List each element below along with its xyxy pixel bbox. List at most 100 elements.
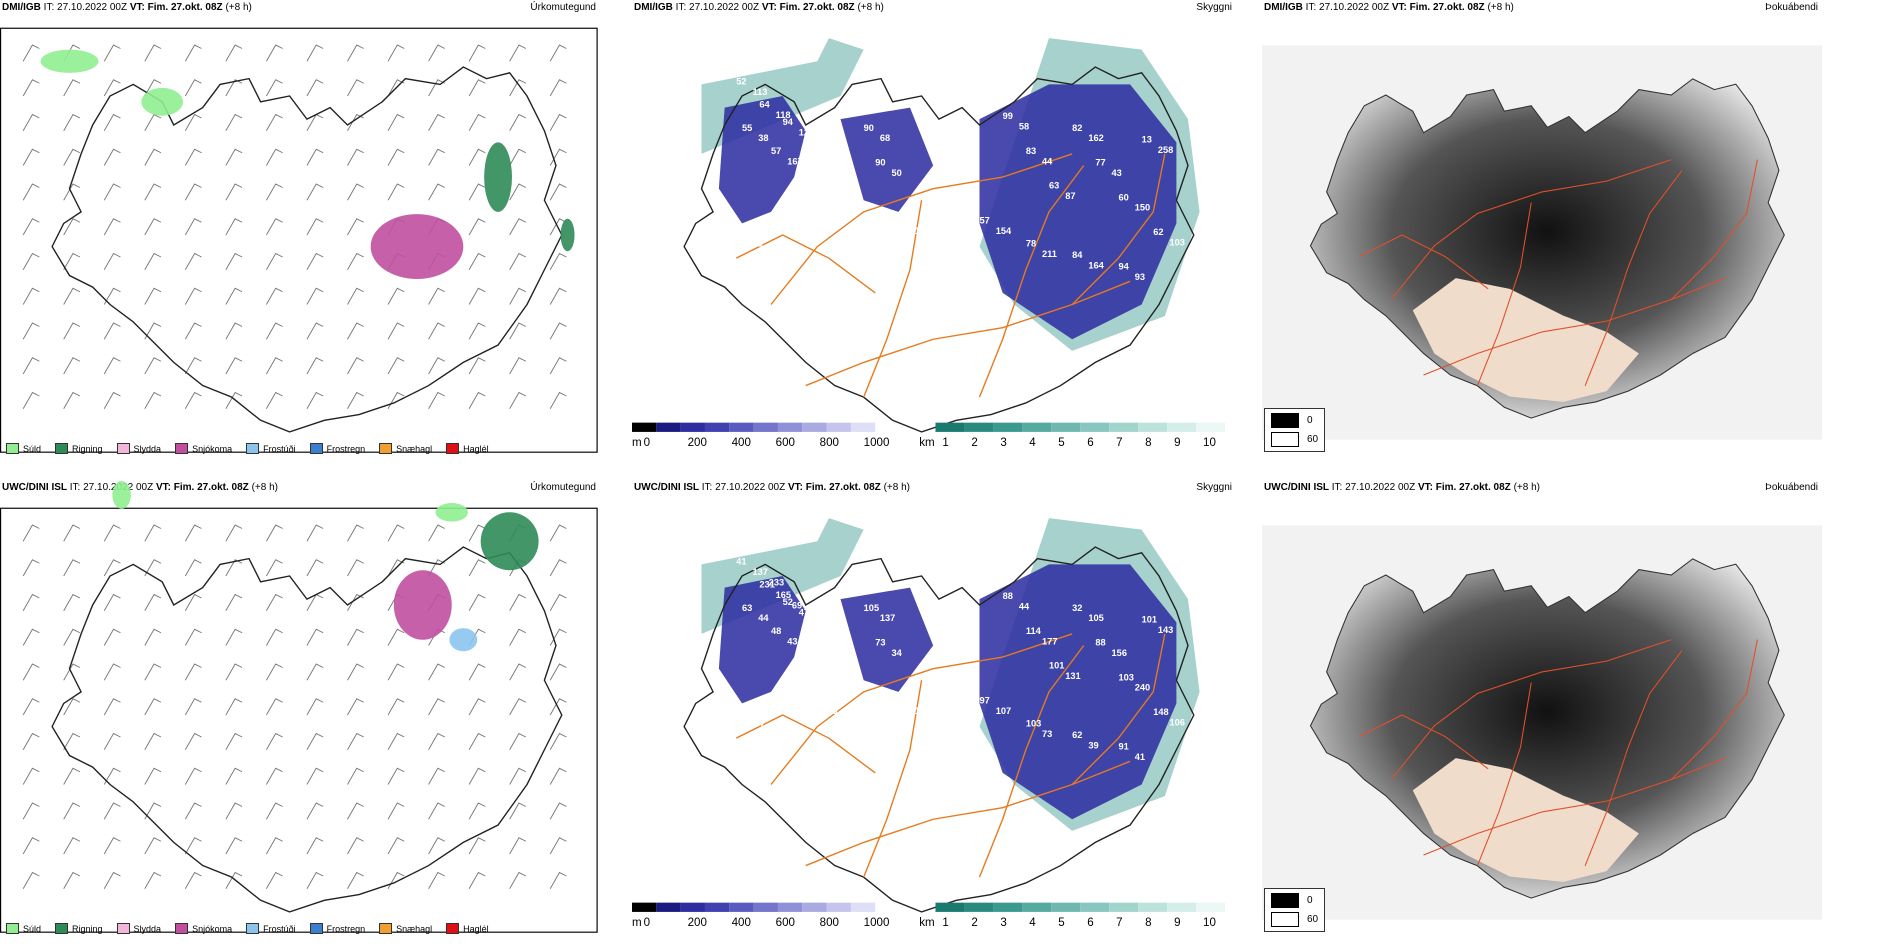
fog-legend-item: 0 [1271, 893, 1318, 908]
wind-barb [103, 218, 121, 236]
snow-depth-label: 13 [1142, 134, 1152, 144]
road-line [1390, 639, 1672, 780]
wind-barb [549, 357, 567, 375]
wind-barb [103, 767, 121, 785]
snow-depth-label: 94 [1118, 262, 1129, 272]
wind-barb [387, 663, 405, 681]
visibility-scale-cell [1167, 902, 1197, 912]
height-scale-tick: 400 [732, 437, 751, 449]
wind-barb [63, 287, 81, 305]
panel-title: Úrkomutegund [530, 2, 596, 13]
visibility-scale-tick: 8 [1145, 437, 1151, 449]
precip-region [449, 628, 478, 652]
height-scale-tick: 0 [644, 917, 650, 929]
wind-barb [22, 252, 40, 270]
wind-barb [184, 871, 202, 889]
road-line [1423, 277, 1726, 376]
wind-barb [103, 287, 121, 305]
fog-legend-swatch [1271, 912, 1299, 927]
wind-barb [184, 113, 202, 131]
wind-barb [266, 593, 283, 611]
snow-depth-label: 57 [771, 146, 781, 156]
wind-barb [63, 559, 81, 577]
wind-barb [144, 593, 162, 611]
wind-barb [306, 698, 324, 716]
wind-barb [306, 113, 324, 131]
fog-legend-label: 60 [1307, 914, 1319, 925]
wind-barb [225, 357, 243, 375]
wind-barb [266, 559, 283, 577]
wind-barb [266, 287, 283, 305]
wind-barb [549, 559, 567, 577]
fog-legend-label: 0 [1307, 415, 1313, 426]
visibility-scale-tick: 5 [1058, 437, 1064, 449]
wind-barb [428, 871, 445, 889]
wind-barb [184, 802, 202, 820]
snow-depth-label: 82 [1072, 123, 1082, 133]
visibility-scale-tick: 10 [1203, 917, 1216, 929]
snow-depth-label: 59 [933, 672, 943, 682]
wind-barb [22, 218, 40, 236]
snow-depth-label: 164 [1088, 261, 1104, 271]
wind-barb [225, 113, 243, 131]
wind-barb [306, 663, 324, 681]
panel-title: Skyggni [1196, 482, 1232, 493]
legend-item: Frostúði [246, 923, 296, 934]
wind-barb [22, 837, 40, 855]
wind-barb [103, 837, 121, 855]
wind-barb [509, 322, 527, 340]
snow-depth-label: 99 [1003, 111, 1013, 121]
height-scale-unit: m [632, 437, 642, 449]
wind-barb [347, 559, 364, 577]
panel-title: Þokuábendi [1765, 482, 1818, 493]
wind-barb [387, 871, 405, 889]
fog-legend: 0 60 [1264, 408, 1326, 452]
wind-barb [266, 322, 283, 340]
wind-barb [63, 357, 81, 375]
road-line [1584, 650, 1683, 866]
snow-depth-label: 94 [898, 215, 909, 225]
legend-label: Slydda [133, 443, 162, 454]
wind-barb [63, 524, 81, 542]
road-line [735, 234, 876, 294]
road-line [978, 165, 1085, 398]
visibility-scale-tick: 1 [942, 437, 948, 449]
visibility-scale-unit: km [919, 437, 934, 449]
wind-barb [468, 698, 486, 716]
panel-title: Úrkomutegund [530, 482, 596, 493]
legend-item: Frostregn [309, 923, 365, 934]
legend-swatch [55, 923, 69, 934]
legend-label: Rigning [72, 443, 103, 454]
precip-type-panel: UWC/DINI ISL IT: 27.10.2022 00Z VT: Fim.… [0, 480, 600, 950]
wind-barb [347, 871, 364, 889]
wind-barb [347, 802, 364, 820]
snow-depth-label: 165 [776, 590, 791, 600]
road-line [1071, 633, 1166, 785]
panel-header: DMI/IGB IT: 27.10.2022 00Z VT: Fim. 27.o… [2, 2, 252, 13]
wind-barb [225, 767, 243, 785]
snow-depth-label: 103 [1118, 672, 1133, 682]
wind-barb [225, 732, 243, 750]
wind-barb [306, 218, 324, 236]
wind-barb [468, 732, 486, 750]
wind-barb [63, 391, 81, 409]
snow-depth-label: 240 [1135, 683, 1150, 693]
wind-barb [63, 252, 81, 270]
wind-barb [266, 218, 283, 236]
visibility-scale-cell [1196, 422, 1226, 432]
wind-barb [468, 391, 486, 409]
snow-depth-label: 177 [1042, 636, 1057, 646]
road-line [805, 760, 1131, 867]
snow-depth-label: 62 [1153, 227, 1163, 237]
wind-barb [22, 524, 40, 542]
wind-barb [184, 663, 202, 681]
wind-barb [225, 391, 243, 409]
snow-depth-label: 83 [1026, 146, 1036, 156]
height-scale-tick: 800 [820, 917, 839, 929]
wind-barb [549, 79, 567, 97]
wind-barb [468, 559, 486, 577]
wind-barb [306, 524, 324, 542]
legend-swatch [379, 923, 393, 934]
wind-barb [347, 322, 364, 340]
snow-depth-label: 143 [1158, 625, 1173, 635]
